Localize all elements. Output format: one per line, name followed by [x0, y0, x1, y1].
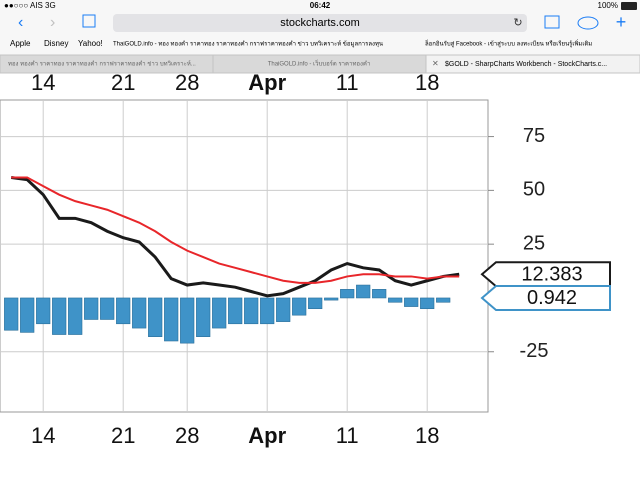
x-tick-label-top: 21: [111, 70, 135, 95]
histogram-bar: [308, 297, 323, 310]
x-tick-label-top: 14: [31, 70, 55, 95]
histogram-bar: [292, 297, 307, 316]
tab-close[interactable]: ✕: [432, 59, 439, 68]
tab-active[interactable]: [425, 54, 640, 74]
histogram-bar: [276, 297, 291, 322]
tab-title: ทอง ทองคำ ราคาทอง ราคาทองคำ กราฟราคาทองค…: [8, 60, 196, 68]
histogram-bar: [260, 297, 275, 325]
x-tick-label-bottom: 28: [175, 423, 199, 448]
x-tick-label-top: 28: [175, 70, 199, 95]
last-value-box: [480, 261, 611, 288]
histogram-bar: [196, 297, 211, 337]
x-tick-label-top: 11: [336, 70, 359, 95]
histogram-bar: [388, 297, 403, 303]
y-tick-label: 75: [523, 125, 545, 147]
x-tick-label-top: 18: [415, 70, 439, 95]
histogram-bar: [356, 284, 371, 299]
bookmark[interactable]: Yahoo!: [78, 39, 103, 48]
x-tick-label-bottom: 18: [415, 423, 439, 448]
histogram-bar: [324, 297, 339, 301]
histogram-bar: [212, 297, 227, 329]
histogram-bar: [180, 297, 195, 344]
bookmarks-button[interactable]: [544, 15, 560, 29]
forward-button[interactable]: ›: [50, 14, 55, 31]
cloud-tabs-button[interactable]: [577, 16, 599, 30]
reload-button[interactable]: ↻: [513, 17, 522, 29]
line-series: [11, 176, 460, 284]
x-tick-label-bottom: Apr: [248, 423, 286, 448]
histogram-bar: [404, 297, 419, 307]
histogram-bar: [228, 297, 243, 325]
histogram-bar: [436, 297, 451, 303]
y-tick-label: -25: [520, 340, 549, 362]
address-bar[interactable]: [113, 14, 527, 32]
histogram-bar: [68, 297, 83, 335]
x-tick-label-bottom: 11: [336, 423, 359, 448]
tab-title: ThaiGOLD.info - เว็บบอร์ด ราคาทองคำ: [268, 59, 371, 68]
last-value-label: 0.942: [527, 287, 577, 309]
y-tick-label: 25: [523, 232, 545, 254]
new-tab-button[interactable]: +: [616, 12, 627, 32]
battery: 100%: [598, 1, 618, 10]
x-tick-label-bottom: 21: [111, 423, 135, 448]
plot-area: [0, 99, 489, 413]
histogram-bar: [20, 297, 35, 333]
line-series: [11, 175, 460, 298]
battery-icon: [621, 2, 637, 10]
bookmark[interactable]: Apple: [10, 39, 31, 48]
back-button[interactable]: ‹: [18, 14, 23, 31]
histogram-bar: [148, 297, 163, 337]
histogram-bar: [4, 297, 19, 331]
histogram-bar: [244, 297, 259, 325]
histogram-bar: [36, 297, 51, 325]
url: stockcharts.com: [280, 17, 359, 29]
bookmark[interactable]: Disney: [44, 39, 68, 48]
last-value-label: 12.383: [521, 264, 582, 286]
histogram-bar: [164, 297, 179, 342]
x-tick-label-bottom: 14: [31, 423, 55, 448]
histogram-bar: [84, 297, 99, 320]
last-value-box: [480, 284, 611, 311]
y-tick-label: 50: [523, 179, 545, 201]
tab-title: $GOLD - SharpCharts Workbench - StockCha…: [445, 61, 607, 68]
histogram-bar: [116, 297, 131, 325]
histogram-bar: [340, 289, 355, 299]
histogram-bar: [100, 297, 115, 320]
histogram-bar: [52, 297, 67, 335]
histogram-bar: [420, 297, 435, 310]
x-tick-label-top: Apr: [248, 70, 286, 95]
histogram-bar: [372, 289, 387, 299]
bookmark[interactable]: ThaiGOLD.info - ทอง ทองคำ ราคาทอง ราคาทอ…: [113, 40, 383, 48]
carrier: ●●○○○ AIS 3G: [4, 1, 56, 10]
bookmark[interactable]: ล็อกอินรับสู่ Facebook - เข้าสู่ระบบ ลงท…: [425, 39, 593, 48]
clock: 06:42: [310, 1, 331, 10]
share-button[interactable]: [82, 14, 96, 28]
histogram-bar: [132, 297, 147, 329]
